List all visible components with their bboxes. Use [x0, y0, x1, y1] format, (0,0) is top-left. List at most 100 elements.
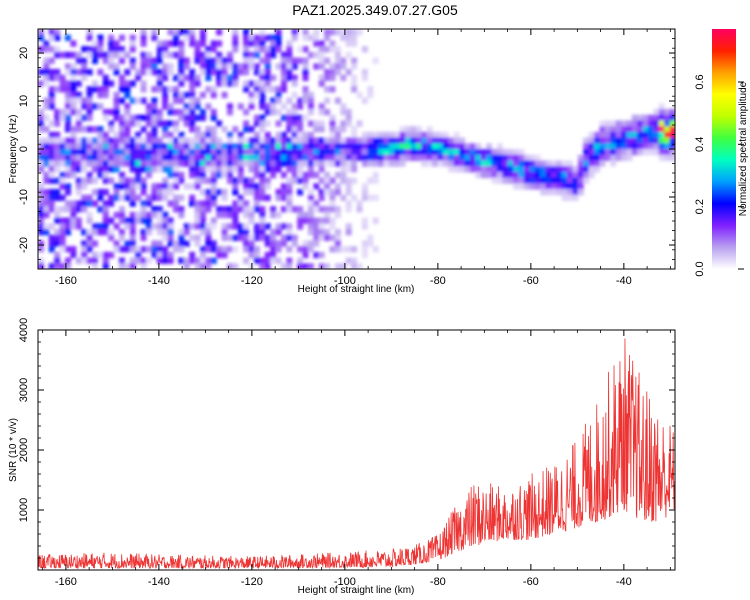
heatmap-cell: [540, 177, 547, 184]
heatmap-cell: [561, 177, 568, 184]
heatmap-cell: [318, 154, 325, 162]
heatmap-cell: [270, 74, 277, 82]
heatmap-cell: [664, 109, 671, 116]
heatmap-cell: [259, 171, 266, 179]
heatmap-cell: [172, 200, 179, 207]
heatmap-cell: [307, 51, 314, 59]
heatmap-cell: [102, 74, 109, 82]
heatmap-cell: [70, 51, 77, 59]
snr-x-tick-label: -140: [148, 576, 170, 588]
heatmap-cell: [205, 194, 212, 202]
heatmap-cell: [183, 74, 190, 82]
heatmap-cell: [475, 160, 482, 167]
heatmap-cell: [38, 46, 44, 53]
heatmap-cell: [307, 131, 314, 139]
heatmap-cell: [145, 69, 152, 76]
heatmap-cell: [475, 171, 482, 179]
heatmap-cell: [135, 171, 142, 179]
heatmap-cell: [162, 40, 169, 47]
heatmap-cell: [124, 91, 131, 99]
heatmap-cell: [43, 57, 50, 64]
heatmap-cell: [486, 143, 493, 150]
heatmap-cell: [426, 160, 433, 167]
heatmap-cell: [248, 189, 255, 196]
heatmap-cell: [356, 154, 363, 162]
heatmap-cell: [432, 160, 439, 167]
heatmap-cell: [291, 177, 298, 184]
heatmap-cell: [167, 171, 174, 179]
heatmap-cell: [302, 114, 309, 122]
heatmap-cell: [399, 149, 406, 156]
heatmap-cell: [178, 160, 185, 167]
heatmap-cell: [151, 166, 158, 173]
heatmap-cell: [43, 69, 50, 76]
heatmap-cell: [664, 126, 671, 133]
heatmap-cell: [178, 206, 185, 213]
heatmap-cell: [59, 206, 66, 213]
heatmap-cell: [480, 166, 487, 173]
heatmap-cell: [356, 143, 363, 150]
heatmap-cell: [588, 154, 595, 162]
heatmap-cell: [313, 217, 320, 224]
heatmap-cell: [102, 223, 109, 230]
heatmap-cell: [388, 143, 395, 150]
heatmap-cell: [108, 80, 115, 87]
heatmap-cell: [307, 229, 314, 236]
heatmap-cell: [70, 206, 77, 213]
heatmap-cell: [280, 263, 287, 269]
heatmap-cell: [297, 263, 304, 269]
heatmap-cell: [275, 257, 282, 264]
heatmap-cell: [372, 177, 379, 184]
heatmap-cell: [43, 137, 50, 144]
heatmap-cell: [189, 194, 196, 202]
heatmap-cell: [610, 160, 617, 167]
heatmap-cell: [653, 120, 660, 127]
heatmap-cell: [118, 80, 125, 87]
heatmap-cell: [189, 251, 196, 259]
heatmap-cell: [91, 46, 98, 53]
heatmap-cell: [205, 206, 212, 213]
heatmap-cell: [372, 217, 379, 224]
heatmap-cell: [97, 149, 104, 156]
heatmap-cell: [97, 51, 104, 59]
heatmap-cell: [534, 166, 541, 173]
heatmap-cell: [297, 137, 304, 144]
heatmap-cell: [86, 240, 93, 247]
heatmap-cell: [378, 131, 385, 139]
heatmap-cell: [156, 149, 163, 156]
heatmap-cell: [102, 109, 109, 116]
heatmap-cell: [421, 137, 428, 144]
heatmap-cell: [221, 211, 228, 219]
heatmap-cell: [491, 149, 498, 156]
heatmap-cell: [329, 149, 336, 156]
heatmap-cell: [486, 166, 493, 173]
heatmap-cell: [129, 137, 136, 144]
heatmap-cell: [243, 200, 250, 207]
heatmap-cell: [469, 154, 476, 162]
heatmap-cell: [291, 171, 298, 179]
heatmap-cell: [91, 86, 98, 93]
heatmap-cell: [151, 223, 158, 230]
heatmap-cell: [291, 154, 298, 162]
heatmap-cell: [205, 103, 212, 110]
heatmap-cell: [194, 40, 201, 47]
heatmap-cell: [378, 149, 385, 156]
heatmap-cell: [577, 177, 584, 184]
heatmap-cell: [496, 154, 503, 162]
heatmap-cell: [226, 57, 233, 64]
heatmap-cell: [205, 240, 212, 247]
heatmap-cell: [199, 154, 206, 162]
heatmap-cell: [48, 154, 55, 162]
heatmap-cell: [172, 40, 179, 47]
heatmap-cell: [243, 240, 250, 247]
heatmap-cell: [513, 166, 520, 173]
heatmap-cell: [178, 229, 185, 236]
heatmap-cell: [151, 120, 158, 127]
heatmap-cell: [54, 69, 61, 76]
heatmap-cell: [388, 149, 395, 156]
heatmap-cell: [97, 126, 104, 133]
heatmap-cell: [453, 154, 460, 162]
heatmap-cell: [280, 149, 287, 156]
heatmap-cell: [610, 149, 617, 156]
